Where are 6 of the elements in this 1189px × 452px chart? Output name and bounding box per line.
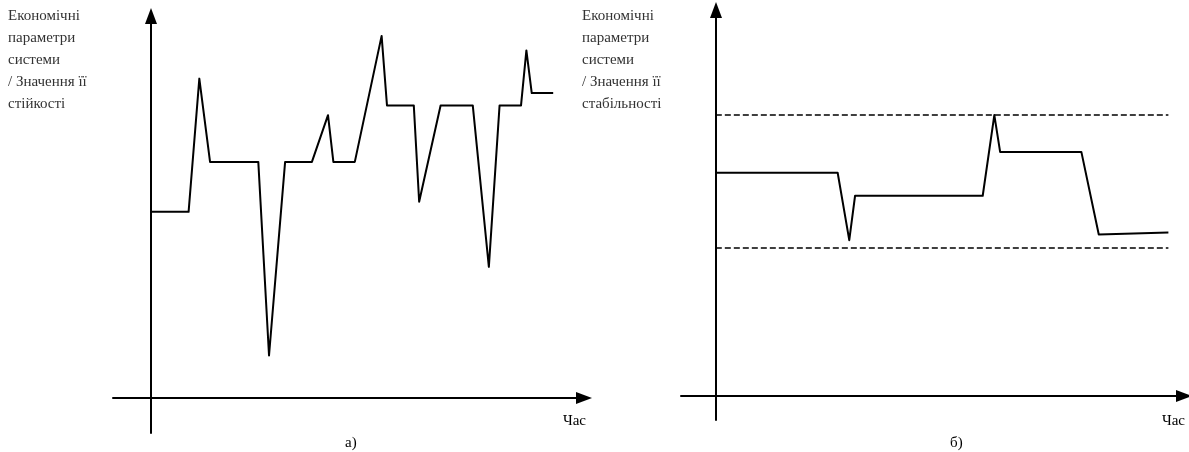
x-axis-title: Час — [562, 411, 587, 428]
text: б) — [950, 433, 963, 451]
text: а) — [345, 433, 357, 451]
x-axis-title: Час — [1161, 411, 1186, 428]
y-axis-title: Економічні параметри системи / Значення її стабільності — [582, 7, 662, 111]
y-axis-title: Економічні параметри системи / Значення її стійкості — [8, 7, 88, 111]
